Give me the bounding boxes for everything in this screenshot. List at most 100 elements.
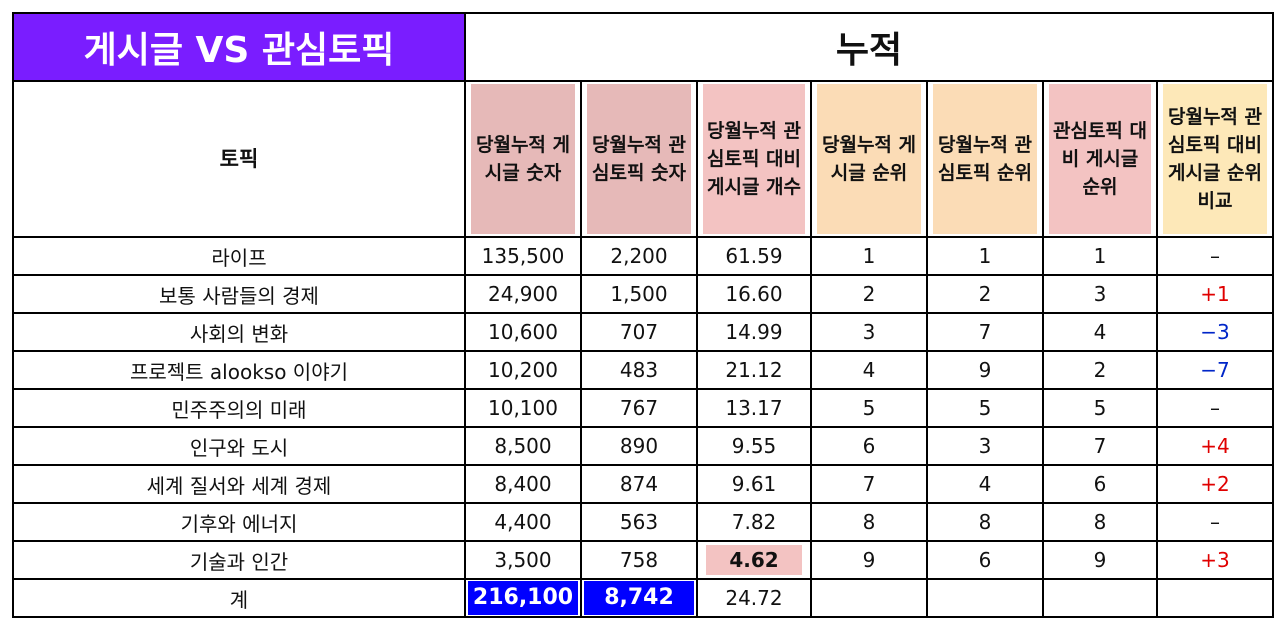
cell-posts: 8,400	[464, 464, 582, 504]
cell-ratio-rank: 8	[1042, 502, 1158, 542]
cell-post-rank: 4	[810, 350, 928, 390]
cell-post-rank: 6	[810, 426, 928, 466]
total-empty-1	[810, 578, 928, 618]
cell-topic: 인구와 도시	[12, 426, 466, 466]
cell-topic: 민주주의의 미래	[12, 388, 466, 428]
table-row: 사회의 변화 10,600 707 14.99 3 7 4 −3	[12, 312, 1280, 352]
cell-topic: 라이프	[12, 236, 466, 276]
header-posts: 당월누적 게시글 숫자	[464, 80, 582, 238]
cell-ratio: 9.55	[696, 426, 812, 466]
cell-ratio-rank: 4	[1042, 312, 1158, 352]
cell-topic: 보통 사람들의 경제	[12, 274, 466, 314]
header-post-rank: 당월누적 게시글 순위	[810, 80, 928, 238]
cell-compare: −7	[1156, 350, 1274, 390]
header-interest-rank: 당월누적 관심토픽 순위	[926, 80, 1044, 238]
highlighted-ratio: 4.62	[706, 545, 802, 575]
cell-interest: 707	[580, 312, 698, 352]
cell-compare: –	[1156, 236, 1274, 276]
header-row: 토픽 당월누적 게시글 숫자 당월누적 관심토픽 숫자 당월누적 관심토픽 대비…	[12, 80, 1280, 238]
header-post-rank-label: 당월누적 게시글 순위	[817, 84, 921, 234]
cell-interest: 1,500	[580, 274, 698, 314]
cell-posts: 24,900	[464, 274, 582, 314]
cell-ratio-rank: 1	[1042, 236, 1158, 276]
cell-compare: +2	[1156, 464, 1274, 504]
cell-posts: 135,500	[464, 236, 582, 276]
cell-ratio-rank: 7	[1042, 426, 1158, 466]
header-topic: 토픽	[12, 80, 466, 238]
cell-interest: 2,200	[580, 236, 698, 276]
cell-interest-rank: 9	[926, 350, 1044, 390]
cell-interest: 890	[580, 426, 698, 466]
table-row: 보통 사람들의 경제 24,900 1,500 16.60 2 2 3 +1	[12, 274, 1280, 314]
title-row: 게시글 VS 관심토픽 누적	[12, 12, 1280, 82]
table-row: 세계 질서와 세계 경제 8,400 874 9.61 7 4 6 +2	[12, 464, 1280, 504]
cell-posts: 4,400	[464, 502, 582, 542]
header-posts-label: 당월누적 게시글 숫자	[471, 84, 575, 234]
cell-ratio: 4.62	[696, 540, 812, 580]
table-row: 인구와 도시 8,500 890 9.55 6 3 7 +4	[12, 426, 1280, 466]
total-empty-3	[1042, 578, 1158, 618]
total-interest-cell: 8,742	[580, 578, 698, 618]
cell-interest-rank: 2	[926, 274, 1044, 314]
cell-ratio: 9.61	[696, 464, 812, 504]
cell-interest-rank: 8	[926, 502, 1044, 542]
cell-posts: 3,500	[464, 540, 582, 580]
cell-ratio-rank: 6	[1042, 464, 1158, 504]
cell-compare: +4	[1156, 426, 1274, 466]
cell-interest-rank: 1	[926, 236, 1044, 276]
cell-ratio-rank: 9	[1042, 540, 1158, 580]
header-compare: 당월누적 관심토픽 대비 게시글 순위 비교	[1156, 80, 1274, 238]
total-empty-2	[926, 578, 1044, 618]
cell-post-rank: 1	[810, 236, 928, 276]
cell-topic: 기후와 에너지	[12, 502, 466, 542]
table-row: 기술과 인간 3,500 758 4.62 9 6 9 +3	[12, 540, 1280, 580]
header-ratio-label: 당월누적 관심토픽 대비 게시글 개수	[703, 84, 805, 234]
section-title: 누적	[464, 12, 1273, 82]
table-row: 기후와 에너지 4,400 563 7.82 8 8 8–	[12, 502, 1280, 542]
header-interest-rank-label: 당월누적 관심토픽 순위	[933, 84, 1037, 234]
cell-ratio: 16.60	[696, 274, 812, 314]
overflow-column	[1272, 13, 1280, 81]
cell-ratio-rank: 3	[1042, 274, 1158, 314]
table-row: 프로젝트 alookso 이야기 10,200 483 21.12 4 9 2 −7	[12, 350, 1280, 390]
cell-compare: +1	[1156, 274, 1274, 314]
table-row: 민주주의의 미래 10,100 767 13.17 5 5 5–	[12, 388, 1280, 428]
cell-posts: 10,600	[464, 312, 582, 352]
cell-post-rank: 8	[810, 502, 928, 542]
cell-interest-rank: 5	[926, 388, 1044, 428]
cell-ratio: 61.59	[696, 236, 812, 276]
cell-post-rank: 3	[810, 312, 928, 352]
cell-compare: +3	[1156, 540, 1274, 580]
cell-posts: 10,200	[464, 350, 582, 390]
cell-interest: 758	[580, 540, 698, 580]
cell-post-rank: 7	[810, 464, 928, 504]
stats-table: 게시글 VS 관심토픽 누적 토픽 당월누적 게시글 숫자 당월누적 관심토픽 …	[12, 12, 1280, 618]
cell-posts: 10,100	[464, 388, 582, 428]
total-interest: 8,742	[584, 581, 694, 615]
cell-posts: 8,500	[464, 426, 582, 466]
cell-interest: 483	[580, 350, 698, 390]
cell-post-rank: 2	[810, 274, 928, 314]
cell-interest-rank: 6	[926, 540, 1044, 580]
cell-ratio-rank: 5	[1042, 388, 1158, 428]
sheet-title: 게시글 VS 관심토픽	[12, 12, 466, 82]
header-interest-label: 당월누적 관심토픽 숫자	[587, 84, 691, 234]
cell-interest-rank: 4	[926, 464, 1044, 504]
total-empty-4	[1156, 578, 1274, 618]
cell-interest-rank: 3	[926, 426, 1044, 466]
cell-post-rank: 5	[810, 388, 928, 428]
cell-ratio-rank: 2	[1042, 350, 1158, 390]
cell-interest: 563	[580, 502, 698, 542]
total-label: 계	[12, 578, 466, 618]
cell-ratio: 14.99	[696, 312, 812, 352]
cell-post-rank: 9	[810, 540, 928, 580]
header-ratio-rank-label: 관심토픽 대비 게시글 순위	[1049, 84, 1151, 234]
cell-ratio: 7.82	[696, 502, 812, 542]
total-posts: 216,100	[468, 581, 578, 615]
cell-topic: 사회의 변화	[12, 312, 466, 352]
cell-ratio: 21.12	[696, 350, 812, 390]
cell-topic: 세계 질서와 세계 경제	[12, 464, 466, 504]
cell-interest: 874	[580, 464, 698, 504]
cell-topic: 기술과 인간	[12, 540, 466, 580]
cell-interest: 767	[580, 388, 698, 428]
